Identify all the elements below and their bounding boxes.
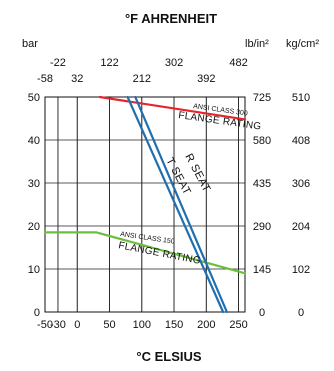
- psi-tick-0: 0: [259, 307, 265, 319]
- celsius-tick-150: 150: [165, 319, 183, 331]
- fahrenheit-axis-title: °F AHRENHEIT: [125, 11, 217, 26]
- fahrenheit-tick-212: 212: [133, 73, 151, 85]
- psi-tick-5: 725: [253, 92, 271, 104]
- bar-tick-40: 40: [28, 135, 40, 147]
- celsius-tick--50: -50: [37, 319, 53, 331]
- celsius-tick-200: 200: [197, 319, 215, 331]
- celsius-tick--30: -30: [50, 319, 66, 331]
- kgcm-tick-labels: 0 102 204 306 408 510: [292, 92, 310, 319]
- psi-tick-3: 435: [253, 178, 271, 190]
- fahrenheit-tick-122: 122: [100, 57, 118, 69]
- series-lines: [43, 95, 247, 314]
- celsius-tick-50: 50: [103, 319, 115, 331]
- celsius-tick-250: 250: [229, 319, 247, 331]
- celsius-tick-labels: -50-30 0 50 100 150 200 250: [37, 319, 248, 331]
- bar-tick-30: 30: [28, 178, 40, 190]
- fahrenheit-tick--22: -22: [50, 57, 66, 69]
- bar-tick-20: 20: [28, 221, 40, 233]
- grid-lines: [45, 97, 245, 312]
- psi-tick-4: 580: [253, 135, 271, 147]
- fahrenheit-tick-302: 302: [165, 57, 183, 69]
- celsius-tick-0: 0: [74, 319, 80, 331]
- kgcm-tick-4: 408: [292, 135, 310, 147]
- bar-unit-label: bar: [22, 38, 38, 50]
- kgcm-unit-label: kg/cm²: [286, 38, 319, 50]
- plot-frame: [44, 96, 246, 313]
- bar-tick-10: 10: [28, 264, 40, 276]
- bar-tick-labels: 0 10 20 30 40 50: [28, 92, 40, 319]
- fahrenheit-tick--58: -58: [37, 73, 53, 85]
- annotation-class150-rating: FLANGE RATING: [117, 240, 201, 267]
- bar-tick-0: 0: [34, 307, 40, 319]
- series-line-1: [43, 231, 247, 275]
- bar-tick-50: 50: [28, 92, 40, 104]
- kgcm-tick-0: 0: [298, 307, 304, 319]
- celsius-tick-100: 100: [133, 319, 151, 331]
- psi-tick-labels: 0 145 290 435 580 725: [253, 92, 271, 319]
- series-line-0: [98, 95, 247, 121]
- series-line-2: [134, 95, 228, 314]
- fahrenheit-ticks-row2: -58 32 212 392: [37, 73, 215, 85]
- fahrenheit-ticks-row1: -22 122 302 482: [50, 57, 248, 69]
- kgcm-tick-1: 102: [292, 264, 310, 276]
- fahrenheit-tick-482: 482: [229, 57, 247, 69]
- celsius-axis-title: °C ELSIUS: [136, 349, 201, 364]
- fahrenheit-tick-32: 32: [71, 73, 83, 85]
- series-line-3: [126, 95, 225, 314]
- fahrenheit-tick-392: 392: [197, 73, 215, 85]
- class150-flange-rating-label: FLANGE RATING: [117, 240, 201, 267]
- kgcm-tick-5: 510: [292, 92, 310, 104]
- psi-tick-2: 290: [253, 221, 271, 233]
- psi-tick-1: 145: [253, 264, 271, 276]
- psi-unit-label: lb/in²: [245, 38, 269, 50]
- kgcm-tick-2: 204: [292, 221, 310, 233]
- kgcm-tick-3: 306: [292, 178, 310, 190]
